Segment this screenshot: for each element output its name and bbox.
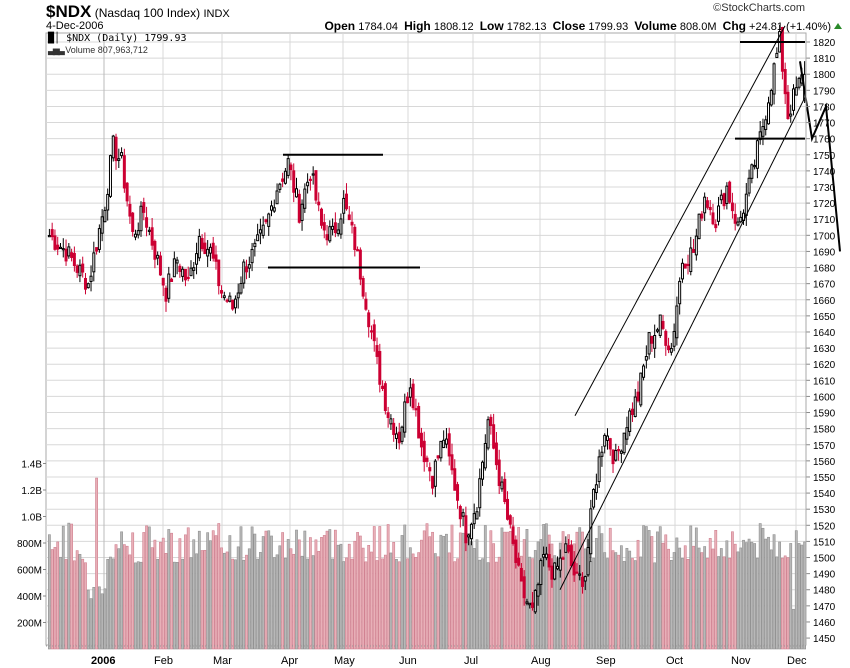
- svg-text:1770: 1770: [813, 119, 836, 130]
- svg-text:1800: 1800: [813, 70, 836, 81]
- open-value: 1784.04: [358, 21, 398, 33]
- close-value: 1799.93: [588, 21, 629, 33]
- copyright: ©StockCharts.com: [713, 2, 805, 14]
- chg-value: +24.81 (+1.40%): [749, 21, 831, 33]
- svg-text:1630: 1630: [813, 344, 836, 355]
- svg-text:1550: 1550: [813, 473, 836, 484]
- trendline-annotations: [268, 25, 841, 590]
- svg-text:800M: 800M: [17, 539, 42, 550]
- svg-text:1590: 1590: [813, 409, 836, 420]
- candlestick-icon: █│: [48, 33, 61, 44]
- svg-text:1750: 1750: [813, 151, 836, 162]
- svg-text:1740: 1740: [813, 167, 836, 178]
- price-legend: █│ $NDX (Daily) 1799.93: [48, 33, 187, 44]
- svg-text:1500: 1500: [813, 554, 836, 565]
- svg-text:1790: 1790: [813, 86, 836, 97]
- svg-text:1670: 1670: [813, 280, 836, 291]
- svg-text:400M: 400M: [17, 592, 42, 603]
- svg-text:1580: 1580: [813, 425, 836, 436]
- volume-bars-icon: ▃▅▃: [48, 45, 65, 55]
- up-arrow-icon: [834, 23, 842, 29]
- open-label: Open: [324, 19, 356, 33]
- high-value: 1808.12: [433, 21, 474, 33]
- svg-text:1.4B: 1.4B: [21, 460, 42, 471]
- svg-text:1810: 1810: [813, 54, 836, 65]
- svg-text:Apr: Apr: [281, 655, 298, 667]
- svg-text:1510: 1510: [813, 537, 836, 548]
- svg-text:Sep: Sep: [596, 655, 616, 667]
- ohlc-stats: Open 1784.04 High 1808.12 Low 1782.13 Cl…: [324, 19, 842, 33]
- svg-text:1610: 1610: [813, 376, 836, 387]
- svg-text:1460: 1460: [813, 618, 836, 629]
- symbol: $NDX: [46, 2, 92, 21]
- svg-text:200M: 200M: [17, 619, 42, 630]
- svg-text:1480: 1480: [813, 586, 836, 597]
- svg-text:Feb: Feb: [154, 655, 173, 667]
- svg-text:1710: 1710: [813, 215, 836, 226]
- high-label: High: [404, 19, 431, 33]
- svg-text:1560: 1560: [813, 457, 836, 468]
- svg-text:1660: 1660: [813, 296, 836, 307]
- svg-text:1650: 1650: [813, 312, 836, 323]
- low-value: 1782.13: [506, 21, 547, 33]
- svg-text:Mar: Mar: [213, 655, 232, 667]
- volume-value: 808.0M: [679, 21, 717, 33]
- candlesticks: [47, 24, 807, 614]
- svg-text:1570: 1570: [813, 441, 836, 452]
- svg-text:1.0B: 1.0B: [21, 513, 42, 524]
- axes: 1820 1810 1800 1790 1780 1770 1760 1750 1740 1730…: [17, 33, 836, 667]
- low-label: Low: [479, 19, 504, 33]
- svg-text:1530: 1530: [813, 505, 836, 516]
- chg-label: Chg: [722, 19, 746, 33]
- svg-text:1780: 1780: [813, 102, 836, 113]
- svg-text:Aug: Aug: [531, 655, 551, 667]
- svg-text:1520: 1520: [813, 521, 836, 532]
- svg-text:1700: 1700: [813, 231, 836, 242]
- volume-label: Volume: [634, 19, 677, 33]
- svg-text:1600: 1600: [813, 392, 836, 403]
- chart-title: $NDX (Nasdaq 100 Index) INDX: [46, 2, 230, 22]
- svg-text:Oct: Oct: [666, 655, 683, 667]
- svg-text:Jun: Jun: [399, 655, 417, 667]
- svg-text:May: May: [334, 655, 355, 667]
- svg-text:1470: 1470: [813, 602, 836, 613]
- volume-legend-text: Volume 807,963,712: [65, 45, 148, 55]
- svg-text:1690: 1690: [813, 247, 836, 258]
- svg-text:1620: 1620: [813, 360, 836, 371]
- svg-text:Dec: Dec: [787, 655, 807, 667]
- close-label: Close: [552, 19, 586, 33]
- svg-text:1540: 1540: [813, 489, 836, 500]
- svg-text:1730: 1730: [813, 183, 836, 194]
- index-name: (Nasdaq 100 Index): [94, 6, 201, 20]
- chart-date: 4-Dec-2006: [46, 20, 104, 32]
- svg-text:1720: 1720: [813, 199, 836, 210]
- svg-text:1490: 1490: [813, 570, 836, 581]
- volume-bars: [47, 477, 806, 650]
- svg-text:1680: 1680: [813, 264, 836, 275]
- svg-text:1450: 1450: [813, 634, 836, 645]
- svg-text:2006: 2006: [91, 655, 115, 667]
- svg-text:1.2B: 1.2B: [21, 486, 42, 497]
- svg-text:1820: 1820: [813, 38, 836, 49]
- svg-text:Nov: Nov: [731, 655, 751, 667]
- exchange: INDX: [203, 8, 230, 20]
- volume-legend: ▃▅▃ Volume 807,963,712: [48, 45, 148, 56]
- svg-text:Jul: Jul: [464, 655, 478, 667]
- svg-text:600M: 600M: [17, 566, 42, 577]
- svg-text:1640: 1640: [813, 328, 836, 339]
- price-legend-text: $NDX (Daily) 1799.93: [66, 33, 187, 44]
- svg-text:1760: 1760: [813, 135, 836, 146]
